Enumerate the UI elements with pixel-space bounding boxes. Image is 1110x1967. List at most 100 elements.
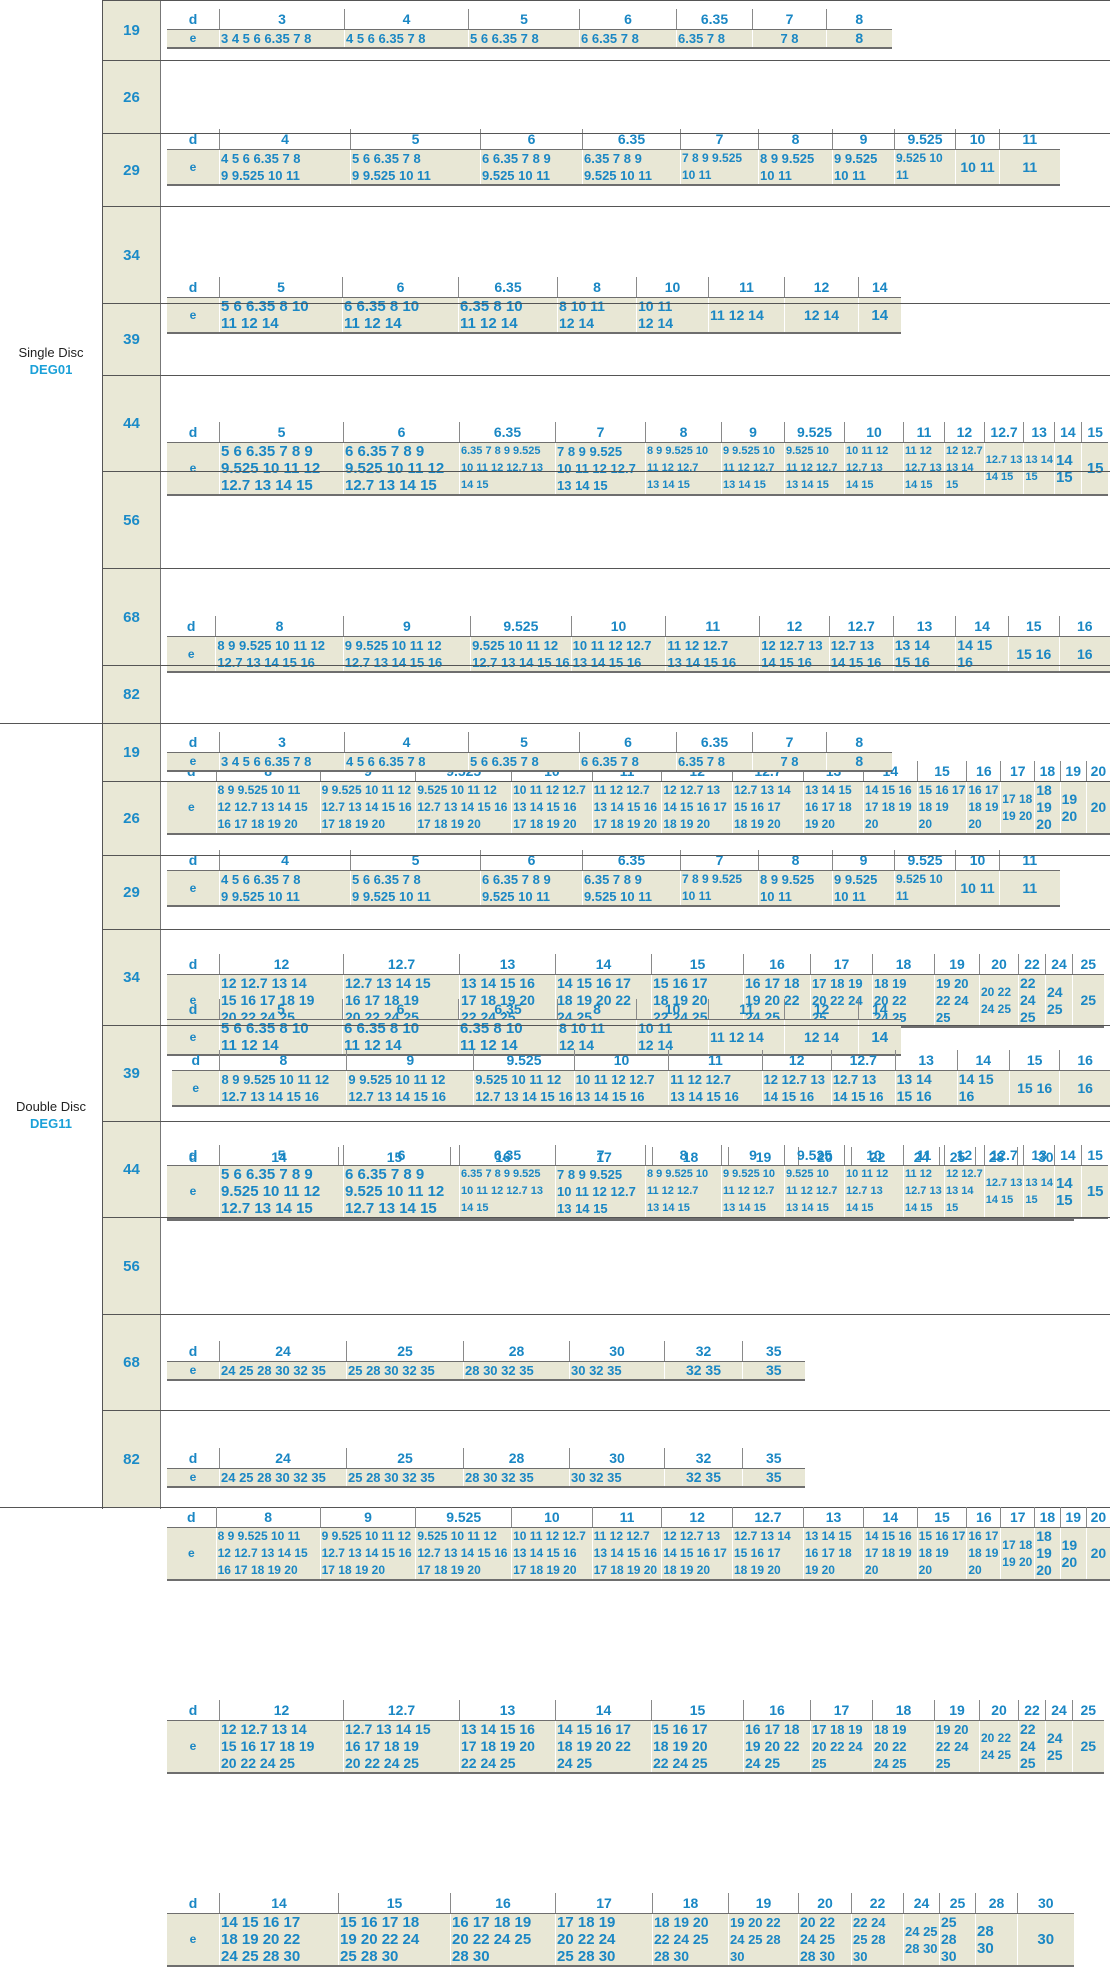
e-value: 11 xyxy=(999,149,1060,186)
e-value: 6 6.35 7 8 9 9.525 10 11 12 12.7 13 14 15 xyxy=(343,442,460,496)
e-value: 16 xyxy=(1059,1070,1110,1107)
e-value: 17 18 19 20 22 24 25 xyxy=(810,1720,873,1774)
e-value: 7 8 9 9.525 10 11 12 12.7 13 14 15 xyxy=(555,1165,646,1219)
d-value: 8 xyxy=(645,1145,722,1166)
d-value: 6.35 xyxy=(459,1145,556,1166)
e-value: 9.525 10 11 12 12.7 13 14 15 16 xyxy=(473,1070,575,1107)
e-value: 14 xyxy=(858,297,901,334)
d-value: 19 xyxy=(1059,1507,1087,1528)
size-row-double: 34 d 5 6 6.35 7 8 9 9.525 10 11 12 12.7 13 14 15 e 5 6 6.… xyxy=(103,929,1110,1219)
d-value: 12.7 xyxy=(983,422,1024,443)
d-value: 10 xyxy=(570,616,666,637)
d-value: 10 xyxy=(955,129,1000,150)
d-value: 15 xyxy=(651,1700,744,1721)
e-value: 14 15 16 17 18 19 20 xyxy=(863,781,918,835)
d-value: 28 xyxy=(463,1341,570,1362)
e-value: 22 24 25 xyxy=(1018,1720,1046,1774)
d-value: 3 xyxy=(219,732,345,753)
d-label: d xyxy=(167,1893,220,1914)
e-value: 25 28 30 32 35 xyxy=(346,1468,464,1488)
e-value: 12 12.7 13 14 15 16 xyxy=(759,636,830,673)
size-value: 68 xyxy=(103,568,160,665)
e-value: 6.35 7 8 xyxy=(676,29,753,49)
size-value: 68 xyxy=(103,1314,160,1410)
e-value: 12 12.7 13 14 15 xyxy=(944,1165,985,1219)
size-value: 26 xyxy=(103,781,160,855)
e-value: 11 12 12.7 13 14 15 xyxy=(903,1165,945,1219)
dimension-subtable: d 5 6 6.35 7 8 9 9.525 10 11 12 12.7 13 14 15 e 5 6 6.35… xyxy=(167,422,1109,496)
e-value: 10 11 12 12.7 13 14 15 16 xyxy=(573,1070,669,1107)
d-value: 14 xyxy=(555,954,652,975)
e-value: 35 xyxy=(742,1361,805,1381)
d-label: d xyxy=(167,1507,217,1528)
e-value: 10 11 xyxy=(955,870,1000,907)
d-value: 6.35 xyxy=(458,277,558,298)
e-label: e xyxy=(167,636,216,673)
d-value: 11 xyxy=(668,1050,763,1071)
size-row-single: 44 d 8 9 9.525 10 11 12 12.7 13 14 15 16 17 18 19 20 e 8 9… xyxy=(103,375,1110,835)
d-label: d xyxy=(167,1145,220,1166)
d-value: 4 xyxy=(219,129,351,150)
e-value: 9 9.525 10 11 12 12.7 13 14 15 16 17 18 19… xyxy=(319,1527,416,1581)
e-value: 10 11 12 12.7 13 14 15 16 17 18 19 20 xyxy=(511,1527,593,1581)
d-label: d xyxy=(167,732,220,753)
d-value: 8 xyxy=(557,277,637,298)
d-value: 8 xyxy=(758,129,833,150)
d-value: 17 xyxy=(1000,1507,1035,1528)
e-value: 14 15 xyxy=(1053,442,1082,496)
e-value: 8 9 9.525 10 11 12 12.7 13 14 15 16 17 18 … xyxy=(215,1527,321,1581)
d-value: 9.525 xyxy=(894,129,956,150)
d-value: 13 xyxy=(459,954,556,975)
d-value: 6 xyxy=(342,999,459,1020)
d-value: 13 xyxy=(1023,422,1055,443)
d-value: 13 xyxy=(1023,1145,1055,1166)
d-value: 12.7 xyxy=(731,1507,804,1528)
e-value: 6.35 7 8 xyxy=(676,752,753,772)
d-value: 14 xyxy=(956,1050,1010,1071)
e-value: 15 16 17 18 19 20 xyxy=(916,1527,967,1581)
e-value: 12.7 13 14 15 16 xyxy=(828,636,894,673)
d-value: 4 xyxy=(344,9,469,30)
e-value: 12.7 13 14 15 16 17 18 19 20 xyxy=(731,781,804,835)
e-value: 13 14 15 xyxy=(1023,1165,1055,1219)
d-value: 12 xyxy=(219,1700,344,1721)
e-value: 9.525 10 11 12 12.7 13 14 15 16 xyxy=(470,636,572,673)
d-value: 14 xyxy=(1053,1145,1082,1166)
e-value: 11 12 12.7 13 14 15 16 17 18 19 20 xyxy=(591,781,662,835)
e-value: 20 xyxy=(1085,1527,1110,1581)
e-value: 17 18 19 20 xyxy=(1000,1527,1035,1581)
e-value: 32 35 xyxy=(664,1468,743,1488)
e-value: 15 16 17 18 19 20 22 24 25 xyxy=(651,1720,744,1774)
group-code: DEG01 xyxy=(29,362,73,377)
d-label: d xyxy=(167,129,220,150)
d-value: 8 xyxy=(645,422,722,443)
size-column-frame xyxy=(0,0,103,1509)
e-label: e xyxy=(167,870,220,907)
d-value: 24 xyxy=(1045,1700,1073,1721)
d-value: 12 xyxy=(944,422,985,443)
d-value: 24 xyxy=(219,1341,347,1362)
e-value: 20 22 24 25 xyxy=(979,974,1019,1028)
e-value: 24 25 xyxy=(1045,1720,1073,1774)
dimension-subtable: d 8 9 9.525 10 11 12 12.7 13 14 15 16 17 18 19 20 e 8 9 9… xyxy=(167,761,1110,835)
d-value: 15 xyxy=(651,954,744,975)
e-value: 3 4 5 6 6.35 7 8 xyxy=(219,752,345,772)
d-label: d xyxy=(167,1448,220,1469)
size-value: 29 xyxy=(103,855,160,929)
e-value: 13 14 15 16 17 18 19 20 22 24 25 xyxy=(459,1720,556,1774)
e-value: 13 14 15 xyxy=(1023,442,1055,496)
d-value: 20 xyxy=(979,1700,1019,1721)
size-value: 44 xyxy=(103,375,160,471)
d-value: 35 xyxy=(742,1448,805,1469)
d-value: 13 xyxy=(802,1507,864,1528)
e-label: e xyxy=(172,1070,220,1107)
e-value: 6.35 7 8 9 9.525 10 11 xyxy=(582,149,681,186)
d-value: 11 xyxy=(999,129,1060,150)
size-row-single: 82 d 24 25 28 30 32 35 e 24 25 28 30 32 35 25 28 3… xyxy=(103,665,1110,1381)
